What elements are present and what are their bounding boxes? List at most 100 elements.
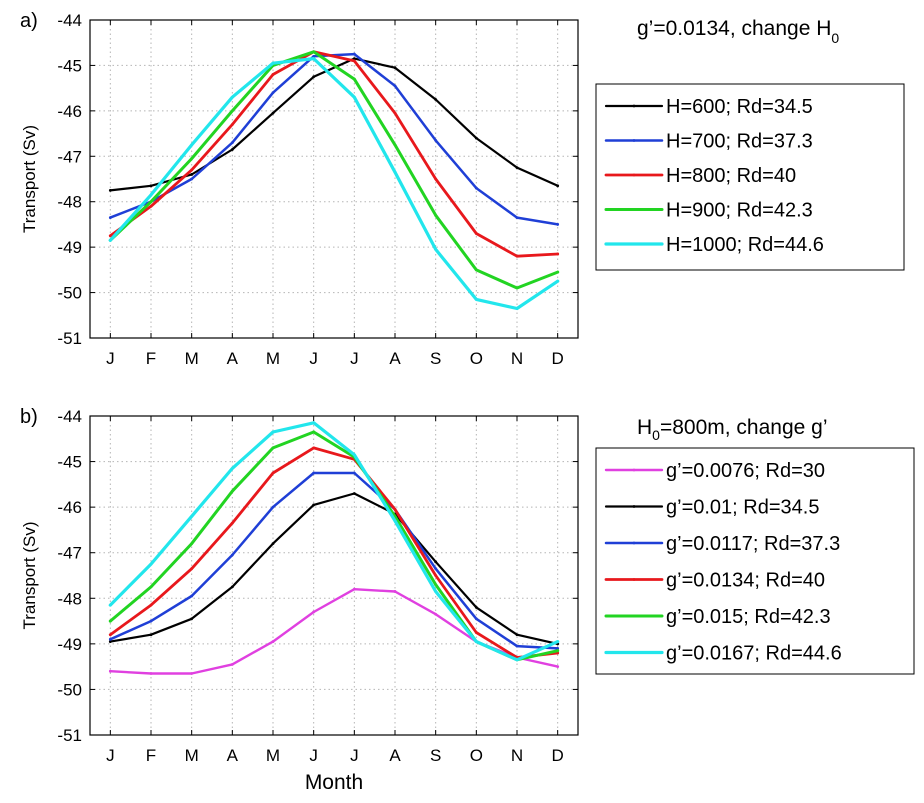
data-point [352, 492, 356, 495]
legend-label: g’=0.0134; Rd=40 [666, 570, 825, 592]
y-axis-a: -44 -45 -46 -47 -48 -49 -50 -51 [57, 11, 578, 348]
y-tick-label: -45 [57, 56, 82, 75]
y-tick-label: -50 [57, 680, 82, 699]
y-axis-label-a: Transport (Sv) [20, 125, 39, 233]
data-point [230, 489, 234, 493]
x-tick-label: D [552, 746, 564, 765]
data-point [149, 204, 153, 208]
data-point [230, 141, 234, 145]
data-point [556, 184, 560, 188]
data-point [108, 216, 112, 220]
legend-label: g’=0.0117; Rd=37.3 [666, 533, 840, 555]
data-point [434, 560, 438, 564]
legend-entry: g’=0.015; Rd=42.3 [604, 606, 831, 628]
legend-entry: g’=0.0167; Rd=44.6 [604, 643, 842, 665]
data-point [271, 91, 275, 95]
data-point [312, 57, 316, 61]
data-point [108, 238, 112, 242]
data-point [434, 138, 438, 142]
y-axis-b: -44 -45 -46 -47 -48 -49 -50 -51 [57, 407, 578, 745]
x-tick-label: M [185, 746, 199, 765]
panel-label-b: b) [20, 406, 38, 428]
data-point [230, 95, 234, 99]
data-point [352, 52, 356, 56]
data-point [190, 594, 194, 598]
data-point [271, 471, 275, 475]
x-tick-label: J [106, 349, 115, 368]
data-point [312, 503, 316, 507]
data-point [556, 647, 560, 650]
data-point [393, 508, 397, 511]
x-tick-label: J [350, 746, 359, 765]
data-point [352, 95, 356, 99]
legend-entry: g’=0.0134; Rd=40 [604, 570, 825, 592]
data-point [434, 177, 438, 181]
data-point [271, 61, 275, 65]
data-point [312, 430, 316, 434]
data-point [474, 232, 478, 235]
data-point [474, 606, 478, 609]
data-point [556, 279, 560, 283]
data-point [271, 111, 275, 115]
legend-title-b: H0=800m, change g’ [637, 416, 828, 443]
y-tick-label: -47 [57, 544, 82, 563]
x-tick-label: O [470, 746, 483, 765]
data-point [434, 567, 438, 571]
data-point [312, 610, 316, 614]
data-point [474, 186, 478, 190]
data-point [393, 66, 397, 70]
x-tick-label: J [350, 349, 359, 368]
y-tick-label: -49 [57, 635, 82, 654]
data-point [149, 603, 153, 607]
x-tick-label: A [389, 746, 401, 765]
legend-box [595, 447, 915, 675]
legend-entry: H=1000; Rd=44.6 [604, 234, 824, 256]
data-point [108, 603, 112, 607]
legend-label: H=800; Rd=40 [666, 165, 796, 187]
legend-marker [632, 505, 636, 508]
legend-a: H=600; Rd=34.5 H=700; Rd=37.3 H=800; Rd=40… [595, 83, 905, 271]
x-tick-label: J [106, 746, 115, 765]
data-point [515, 658, 519, 662]
y-tick-label: -47 [57, 147, 82, 166]
data-point [149, 193, 153, 197]
series-line [108, 446, 560, 659]
legend-entry: H=700; Rd=37.3 [604, 131, 813, 153]
data-point [352, 587, 356, 591]
data-point [108, 669, 112, 673]
legend-entry: H=800; Rd=40 [604, 165, 796, 187]
legend-b: g’=0.0076; Rd=30 g’=0.01; Rd=34.5 g’=0.011… [595, 447, 915, 675]
data-point [190, 168, 194, 172]
x-tick-label: F [146, 349, 156, 368]
data-point [190, 617, 194, 621]
data-point [474, 136, 478, 140]
x-tick-label: N [511, 349, 523, 368]
x-tick-label: F [146, 746, 156, 765]
legend-marker [632, 541, 636, 545]
series-line [108, 421, 560, 662]
x-tick-label: A [227, 746, 239, 765]
data-point [352, 77, 356, 81]
data-point [352, 471, 356, 475]
data-point [190, 542, 194, 545]
panel-label-a: a) [20, 10, 38, 32]
data-point [149, 200, 153, 204]
data-point [108, 234, 112, 238]
data-point [312, 54, 316, 58]
data-point [352, 453, 356, 457]
data-point [515, 644, 519, 648]
data-point [108, 619, 112, 623]
data-point [190, 567, 194, 571]
legend-marker [632, 242, 636, 246]
data-point [271, 73, 275, 76]
data-point [434, 574, 438, 577]
series-line [109, 471, 559, 650]
y-tick-label: -48 [57, 589, 82, 608]
y-tick-label: -51 [57, 329, 82, 348]
y-axis-label-b: Transport (Sv) [20, 521, 39, 629]
panel-a: -44 -45 -46 -47 -48 -49 -50 -51 J F M A M J J A S O N D Tran… [20, 10, 905, 368]
x-tick-label: D [552, 349, 564, 368]
data-point [230, 662, 234, 666]
data-point [393, 84, 397, 88]
